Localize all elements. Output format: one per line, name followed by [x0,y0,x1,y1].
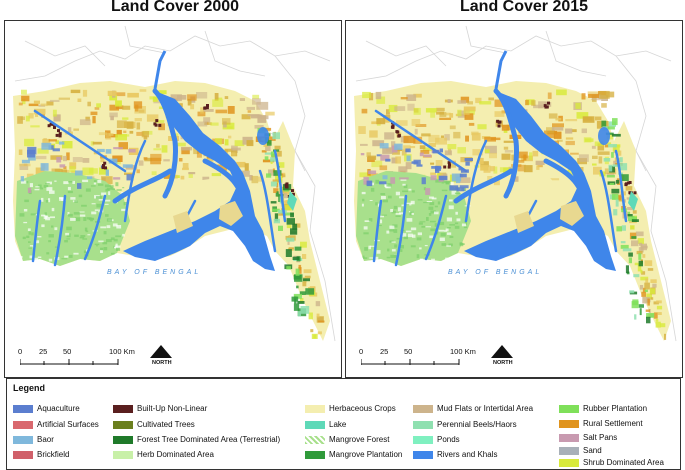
legend-label: Artificial Surfaces [37,420,99,429]
bay-of-bengal-label: BAY OF BENGAL [107,269,202,276]
north-arrow-icon [491,345,513,358]
legend-label: Mangrove Plantation [329,450,403,459]
legend-swatch [305,450,325,459]
legend-label: Built-Up Non-Linear [137,404,208,413]
legend-title: Legend [13,383,46,393]
legend-swatch [559,433,579,442]
legend-label: Sand [583,446,602,455]
scale-bar [20,356,120,366]
legend-label: Rivers and Khals [437,450,498,459]
legend-swatch [13,420,33,429]
legend-item: Brickfield [13,449,69,460]
legend-item: Rural Settlement [559,418,643,429]
legend-item: Sand [559,445,602,456]
legend: Legend Aquaculture Artificial Surfaces B… [6,378,681,470]
legend-item: Ponds [413,434,460,445]
legend-swatch [113,420,133,429]
legend-swatch [113,450,133,459]
legend-label: Aquaculture [37,404,80,413]
legend-item: Rivers and Khals [413,449,497,460]
legend-swatch [305,404,325,413]
legend-label: Baor [37,435,54,444]
map-panel-2000: BAY OF BENGAL 0 25 50 100 Km NORTH [4,20,342,378]
legend-swatch [413,420,433,429]
scale-bar [361,356,461,366]
map-title-2015: Land Cover 2015 [460,0,589,15]
legend-label: Cultivated Trees [137,420,195,429]
legend-label: Lake [329,420,347,429]
legend-item: Baor [13,434,54,445]
legend-item: Cultivated Trees [113,419,195,430]
legend-swatch [13,450,33,459]
map-panel-2015: BAY OF BENGAL 0 25 50 100 Km NORTH [345,20,683,378]
scale-tick-label: 25 [380,347,389,356]
legend-label: Herb Dominated Area [137,450,214,459]
north-label: NORTH [152,360,172,366]
legend-item: Artificial Surfaces [13,419,99,430]
legend-label: Ponds [437,435,460,444]
legend-swatch [413,435,433,444]
legend-item: Shrub Dominated Area [559,457,664,468]
legend-swatch [559,404,579,413]
legend-swatch [305,420,325,429]
legend-swatch [13,404,33,413]
legend-label: Brickfield [37,450,70,459]
legend-swatch [305,435,325,444]
scale-tick-label: 50 [404,347,413,356]
land-cover-map-2000 [13,25,336,342]
north-label: NORTH [493,360,513,366]
scale-tick-label: 50 [63,347,72,356]
legend-item: Perennial Beels/Haors [413,419,517,430]
legend-label: Herbaceous Crops [329,404,396,413]
legend-swatch [559,458,579,467]
land-cover-map-2015 [354,25,677,342]
legend-label: Forest Tree Dominated Area (Terrestrial) [137,435,281,444]
legend-item: Aquaculture [13,403,80,414]
legend-swatch [413,404,433,413]
scale-tick-label: 0 [359,347,364,356]
legend-swatch [113,404,133,413]
legend-swatch [13,435,33,444]
legend-label: Shrub Dominated Area [583,458,664,467]
legend-label: Mangrove Forest [329,435,390,444]
legend-item: Lake [305,419,346,430]
legend-swatch [559,419,579,428]
legend-label: Rubber Plantation [583,404,648,413]
legend-swatch [413,450,433,459]
scale-tick-label: 25 [39,347,48,356]
legend-swatch [113,435,133,444]
legend-item: Herb Dominated Area [113,449,214,460]
legend-label: Mud Flats or Intertidal Area [437,404,534,413]
legend-item: Forest Tree Dominated Area (Terrestrial) [113,434,280,445]
legend-item: Salt Pans [559,432,617,443]
legend-item: Mud Flats or Intertidal Area [413,403,533,414]
legend-label: Rural Settlement [583,419,643,428]
legend-item: Built-Up Non-Linear [113,403,207,414]
scale-tick-label: 100 Km [109,347,135,356]
legend-label: Perennial Beels/Haors [437,420,517,429]
legend-swatch [559,446,579,455]
north-arrow-icon [150,345,172,358]
legend-label: Salt Pans [583,433,618,442]
legend-item: Rubber Plantation [559,403,647,414]
legend-item: Mangrove Forest [305,434,389,445]
bay-of-bengal-label: BAY OF BENGAL [448,269,543,276]
map-title-2000: Land Cover 2000 [111,0,240,15]
scale-tick-label: 100 Km [450,347,476,356]
scale-tick-label: 0 [18,347,23,356]
legend-item: Herbaceous Crops [305,403,396,414]
legend-item: Mangrove Plantation [305,449,402,460]
